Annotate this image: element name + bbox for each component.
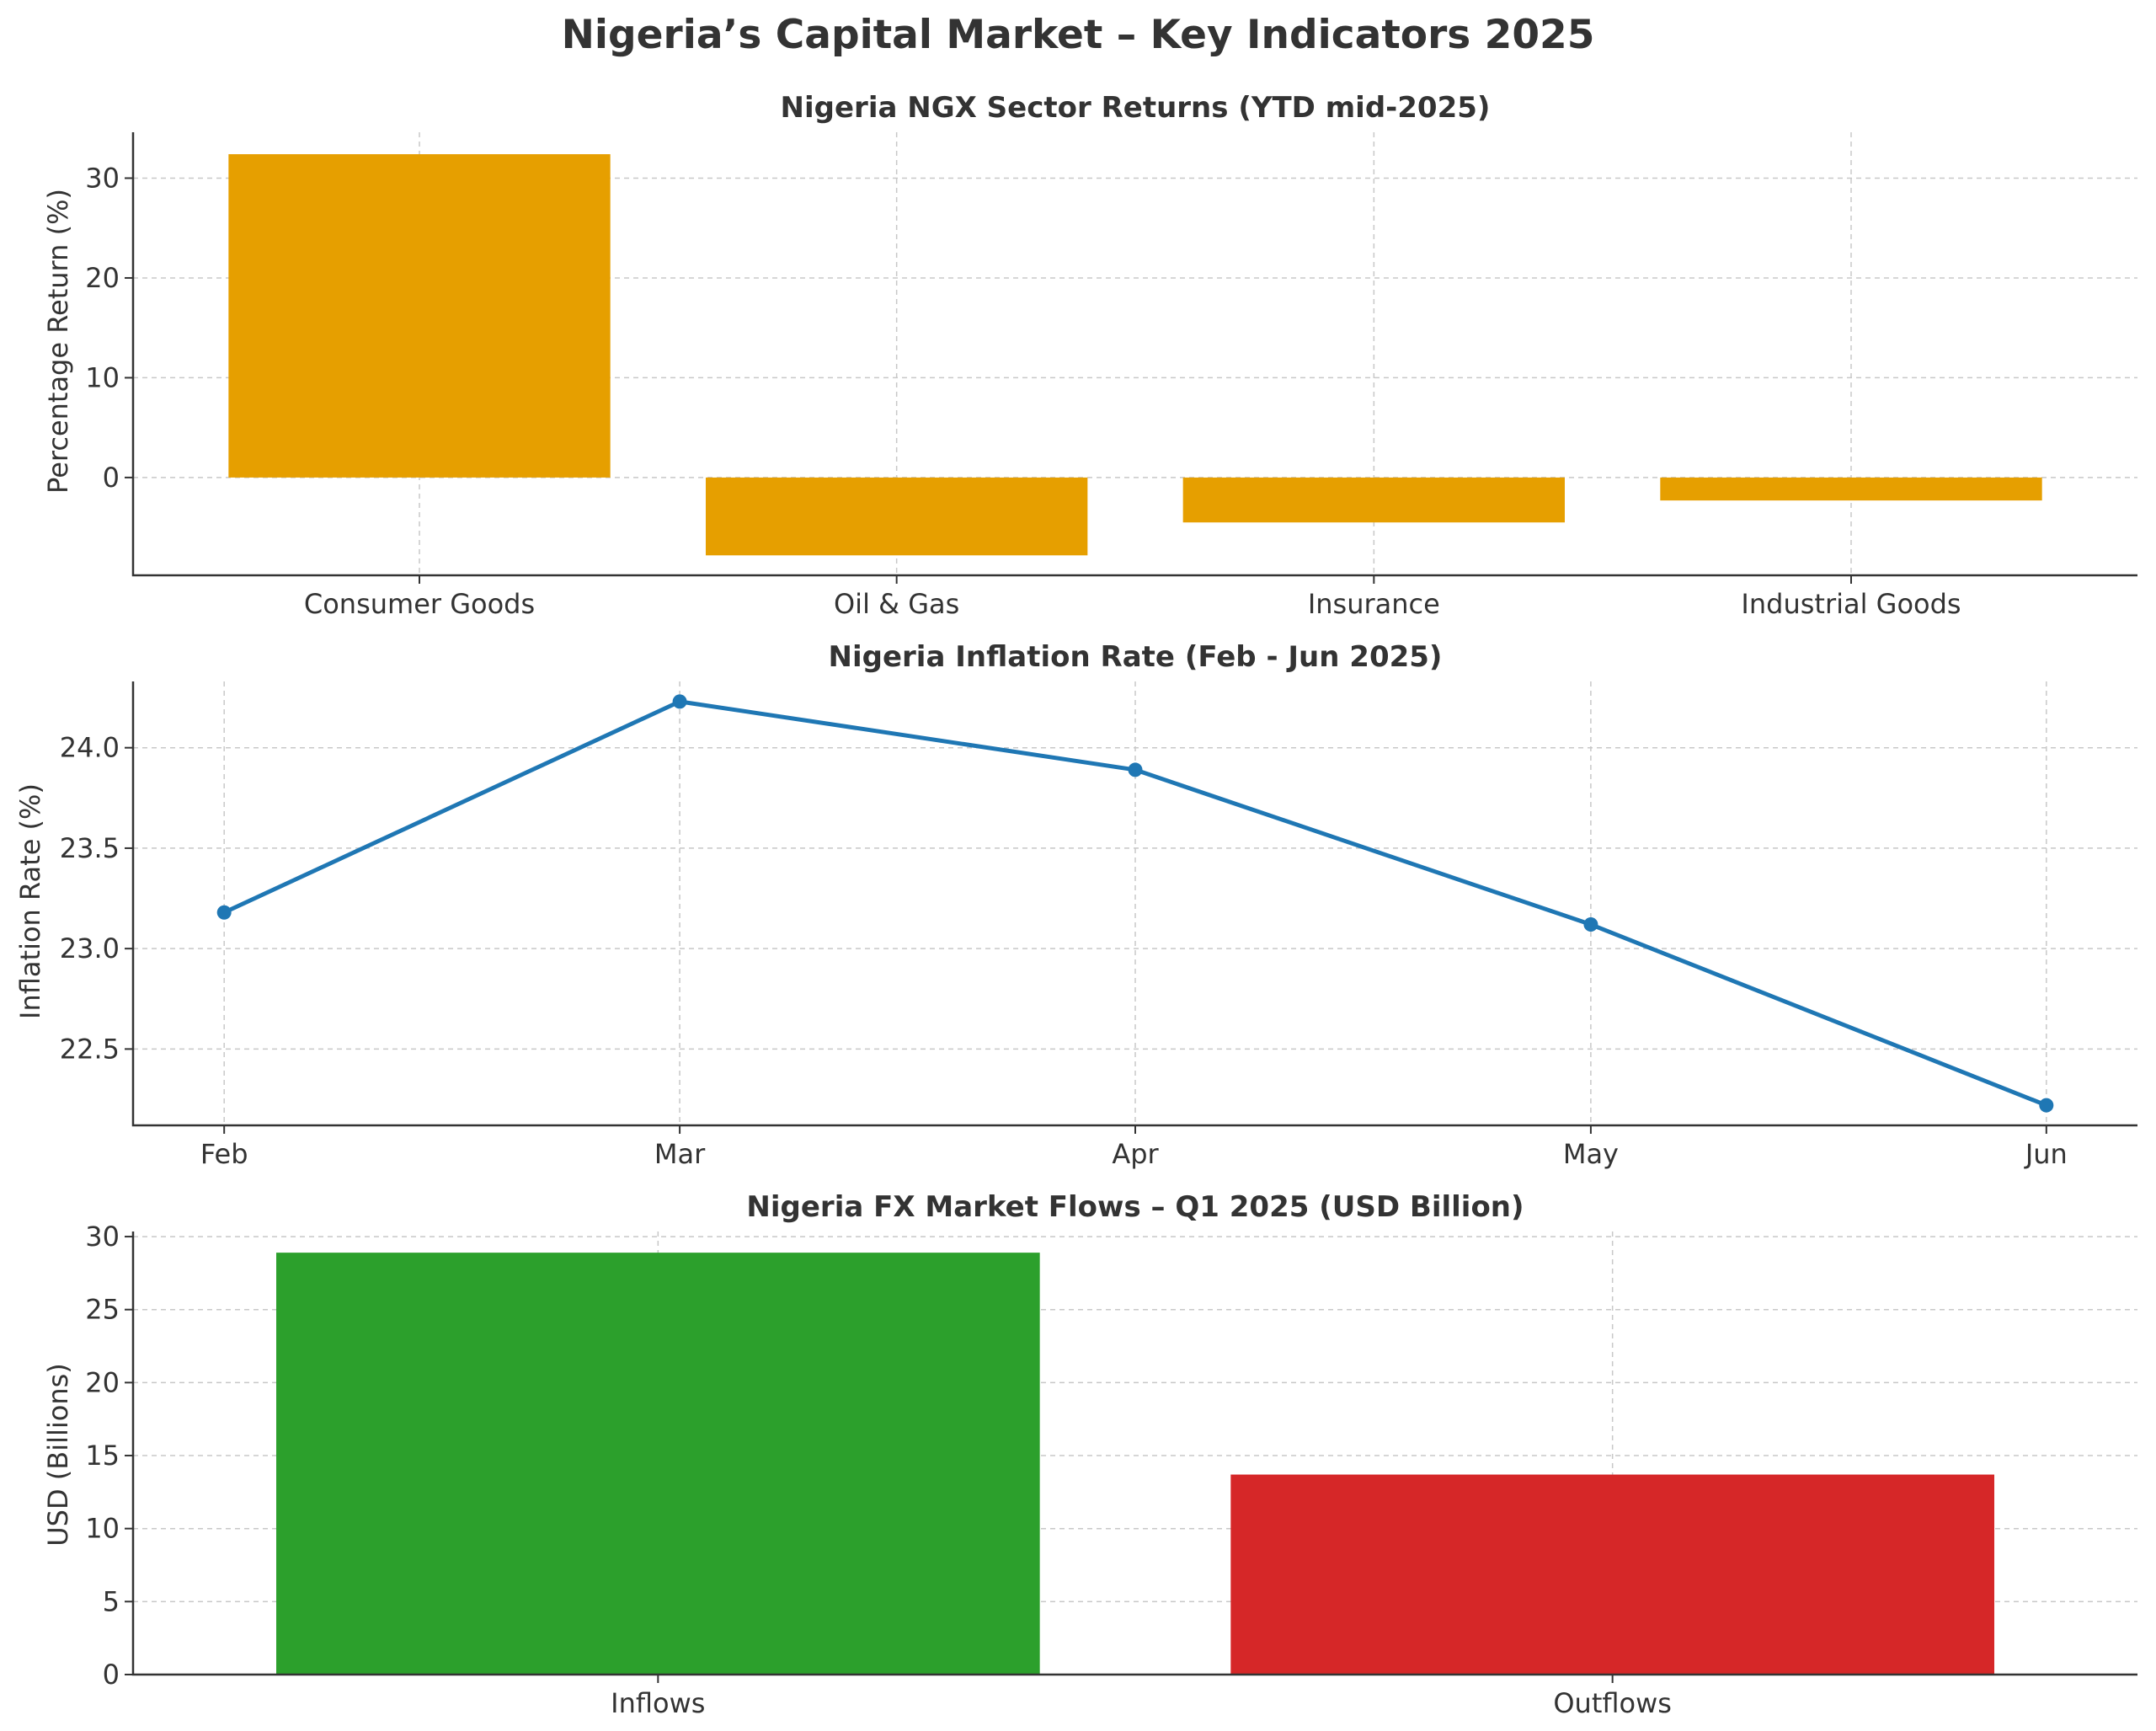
figure-suptitle: Nigeria’s Capital Market – Key Indicator…: [562, 12, 1595, 58]
fx-flows-ytick-label: 0: [103, 1659, 120, 1691]
sector-returns-ytick-label: 10: [85, 361, 120, 393]
sector-returns-xtick-insurance: Insurance: [1308, 588, 1440, 620]
sector-returns-ylabel: Percentage Return (%): [42, 189, 74, 494]
sector-returns-xtick-oil-gas: Oil & Gas: [834, 588, 959, 620]
fx-flows-ylabel: USD (Billions): [42, 1363, 74, 1547]
inflation-rate-ytick-label: 23.5: [60, 832, 120, 864]
fx-flows-xtick-outflows: Outflows: [1553, 1687, 1672, 1719]
inflation-rate-xtick-mar: Mar: [654, 1138, 706, 1170]
fx-flows-ytick-label: 30: [85, 1221, 120, 1253]
sector-returns-ticks: 0 10 20 30 Consumer Goods Oil & Gas Insurance I…: [85, 162, 1961, 620]
sector-returns-chart: Nigeria NGX Sector Returns (YTD mid-2025…: [42, 91, 2137, 620]
sector-returns-xtick-industrial-goods: Industrial Goods: [1741, 588, 1961, 620]
sector-returns-bar-insurance: [1182, 477, 1565, 523]
sector-returns-xtick-consumer-goods: Consumer Goods: [304, 588, 535, 620]
fx-flows-xtick-inflows: Inflows: [611, 1687, 705, 1719]
inflation-rate-point-may: [1583, 917, 1598, 932]
fx-flows-chart: Nigeria FX Market Flows – Q1 2025 (USD B…: [42, 1190, 2137, 1719]
fx-flows-ticks: 0 5 10 15 20 25 30 Inflows Outflows: [85, 1221, 1672, 1719]
inflation-rate-point-apr: [1128, 762, 1143, 777]
inflation-rate-title: Nigeria Inflation Rate (Feb - Jun 2025): [829, 640, 1443, 674]
fx-flows-bar-outflows: [1230, 1474, 1994, 1675]
inflation-rate-point-mar: [672, 694, 687, 709]
sector-returns-bar-oil-gas: [706, 477, 1088, 556]
inflation-rate-spines: [131, 681, 2137, 1127]
fx-flows-ytick-label: 5: [103, 1585, 120, 1617]
fx-flows-ytick-label: 20: [85, 1366, 120, 1398]
inflation-rate-grid: [133, 681, 2137, 1125]
inflation-rate-ylabel: Inflation Rate (%): [14, 783, 46, 1019]
sector-returns-bar-consumer-goods: [228, 154, 611, 478]
sector-returns-ytick-label: 0: [103, 462, 120, 494]
inflation-rate-axes: [131, 681, 2137, 1127]
sector-returns-bars: [228, 154, 2042, 556]
sector-returns-spines: [131, 132, 2137, 577]
inflation-rate-series: [216, 694, 2054, 1113]
fx-flows-ytick-label: 15: [85, 1440, 120, 1472]
inflation-rate-xtick-apr: Apr: [1112, 1138, 1159, 1170]
inflation-rate-ticks: 22.5 23.0 23.5 24.0 Feb Mar Apr May Jun: [60, 732, 2068, 1170]
inflation-rate-ytick-label: 23.0: [60, 932, 120, 964]
sector-returns-axes: [131, 132, 2137, 577]
inflation-rate-ytick-label: 24.0: [60, 732, 120, 764]
fx-flows-bar-inflows: [276, 1253, 1040, 1675]
sector-returns-ytick-label: 30: [85, 162, 120, 194]
fx-flows-title: Nigeria FX Market Flows – Q1 2025 (USD B…: [746, 1190, 1524, 1224]
fx-flows-bars: [276, 1253, 1994, 1675]
inflation-rate-chart: Nigeria Inflation Rate (Feb - Jun 2025) …: [14, 640, 2137, 1170]
sector-returns-ytick-label: 20: [85, 262, 120, 294]
inflation-rate-point-feb: [216, 905, 232, 920]
inflation-rate-point-jun: [2039, 1098, 2054, 1113]
fx-flows-ytick-label: 25: [85, 1294, 120, 1326]
inflation-rate-ytick-label: 22.5: [60, 1033, 120, 1065]
fx-flows-ytick-label: 10: [85, 1513, 120, 1545]
inflation-rate-xtick-may: May: [1563, 1138, 1619, 1170]
sector-returns-title: Nigeria NGX Sector Returns (YTD mid-2025…: [781, 91, 1491, 125]
sector-returns-bar-industrial-goods: [1660, 477, 2042, 501]
inflation-rate-xtick-jun: Jun: [2024, 1138, 2068, 1170]
inflation-rate-xtick-feb: Feb: [200, 1138, 248, 1170]
